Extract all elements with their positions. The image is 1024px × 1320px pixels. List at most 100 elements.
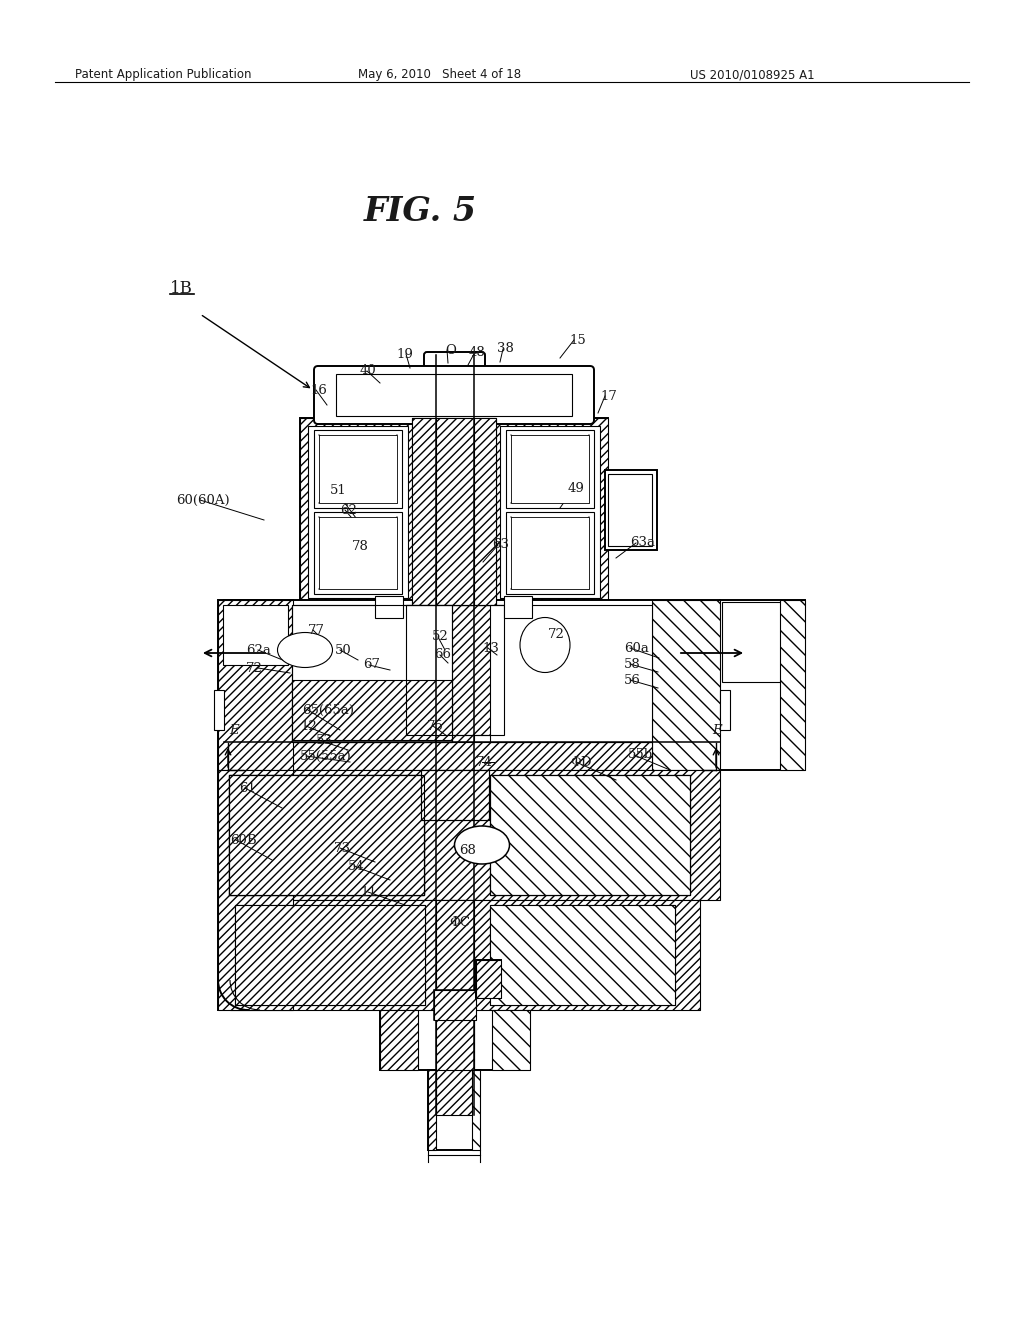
Text: 56: 56 <box>624 673 641 686</box>
Bar <box>608 474 652 546</box>
Bar <box>223 605 288 665</box>
Text: 55(55a): 55(55a) <box>300 750 352 763</box>
Bar <box>490 775 690 895</box>
Bar <box>436 1010 474 1071</box>
Text: May 6, 2010   Sheet 4 of 18: May 6, 2010 Sheet 4 of 18 <box>358 69 521 81</box>
Bar <box>490 605 652 742</box>
Text: 48: 48 <box>469 346 485 359</box>
Text: 78: 78 <box>352 540 369 553</box>
Bar <box>314 430 402 508</box>
Text: 11: 11 <box>360 886 377 899</box>
Text: 74: 74 <box>476 755 493 768</box>
Bar <box>229 775 424 895</box>
Bar <box>319 436 397 503</box>
Bar <box>314 512 402 594</box>
Bar <box>230 900 700 1010</box>
Bar <box>218 601 293 770</box>
Bar <box>722 602 782 682</box>
Text: 68: 68 <box>459 843 476 857</box>
Bar <box>292 742 652 770</box>
Bar <box>224 770 720 900</box>
Text: 19: 19 <box>396 347 413 360</box>
Bar <box>490 906 675 1005</box>
Bar <box>434 990 476 1020</box>
Bar <box>218 770 293 1010</box>
Bar <box>476 960 501 998</box>
Bar <box>234 906 425 1005</box>
Text: 63: 63 <box>492 539 509 552</box>
Bar <box>511 517 589 589</box>
Bar <box>406 605 504 735</box>
Text: 50: 50 <box>335 644 352 656</box>
Text: 38: 38 <box>497 342 514 355</box>
Text: 49: 49 <box>568 482 585 495</box>
Bar <box>292 605 452 742</box>
Bar <box>318 370 590 420</box>
Text: 73: 73 <box>334 842 351 854</box>
Bar <box>224 601 292 770</box>
Text: 16: 16 <box>310 384 327 396</box>
Text: 58: 58 <box>624 657 641 671</box>
Text: 72: 72 <box>548 628 565 642</box>
Bar <box>229 775 424 895</box>
Bar <box>300 418 608 605</box>
Bar <box>476 960 501 998</box>
Bar <box>472 1071 480 1150</box>
Bar <box>500 426 600 598</box>
Bar <box>412 418 496 605</box>
Bar <box>720 601 805 770</box>
Bar <box>218 770 293 1010</box>
Bar <box>300 418 608 605</box>
Bar <box>421 770 489 820</box>
Text: E: E <box>712 723 722 737</box>
Bar <box>319 517 397 589</box>
Bar <box>436 355 474 1115</box>
Bar <box>492 1010 530 1071</box>
Bar <box>292 605 452 742</box>
Text: 54: 54 <box>348 859 365 873</box>
Text: ΦD: ΦD <box>570 755 592 768</box>
FancyBboxPatch shape <box>314 366 594 424</box>
Text: 13: 13 <box>482 642 499 655</box>
FancyBboxPatch shape <box>424 352 485 378</box>
Text: 77: 77 <box>308 623 325 636</box>
Text: ΦC: ΦC <box>449 916 470 928</box>
Text: 61: 61 <box>239 781 256 795</box>
Bar <box>292 680 452 741</box>
Text: O: O <box>445 343 456 356</box>
Text: 12: 12 <box>300 719 316 733</box>
Ellipse shape <box>455 826 510 865</box>
Text: 62a: 62a <box>246 644 271 656</box>
Bar <box>605 470 657 550</box>
Bar <box>229 775 424 895</box>
Text: 75: 75 <box>427 719 443 733</box>
Bar <box>412 418 496 605</box>
Bar <box>504 597 532 618</box>
Text: 67: 67 <box>362 659 380 672</box>
Text: 15: 15 <box>569 334 586 346</box>
Bar <box>506 512 594 594</box>
Bar <box>421 770 489 820</box>
Text: E: E <box>229 723 239 737</box>
Bar <box>308 426 408 598</box>
Text: 52: 52 <box>432 631 449 644</box>
Bar <box>375 597 403 618</box>
Bar <box>229 775 424 895</box>
Bar <box>428 1071 436 1150</box>
Text: FIG. 5: FIG. 5 <box>364 195 476 228</box>
Text: 62: 62 <box>340 503 357 516</box>
Bar <box>380 1010 530 1071</box>
Text: 53: 53 <box>316 734 333 747</box>
Text: 65(65a): 65(65a) <box>302 704 354 717</box>
Bar <box>428 1071 480 1150</box>
Bar <box>720 690 730 730</box>
Bar <box>436 900 474 1010</box>
Bar <box>490 906 675 1005</box>
Bar <box>780 601 805 770</box>
Text: 66: 66 <box>434 648 451 661</box>
Bar <box>380 1010 418 1071</box>
Bar <box>218 601 293 770</box>
Text: 72: 72 <box>246 661 263 675</box>
Bar <box>214 690 224 730</box>
Bar <box>652 601 720 770</box>
